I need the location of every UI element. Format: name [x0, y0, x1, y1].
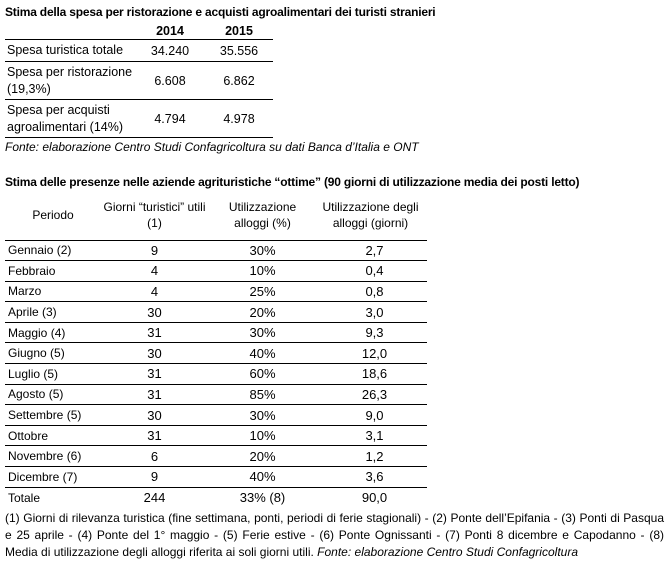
table-row: Febbraio 4 10% 0,4 — [5, 261, 427, 282]
cell-utilizzazione: 10% — [249, 263, 276, 279]
table-row: Spesa per ristorazione (19,3%) 6.608 6.8… — [5, 62, 273, 100]
cell-periodo: Luglio (5) — [8, 366, 59, 381]
footnote-text: (1) Giorni di rilevanza turistica (fine … — [5, 511, 664, 559]
table1-source: Fonte: elaborazione Centro Studi Confagr… — [5, 140, 419, 154]
cell-periodo: Maggio (4) — [8, 325, 66, 340]
presences-table: Periodo Giorni “turistici” utili (1) Uti… — [5, 190, 427, 508]
table-row: Gennaio (2) 9 30% 2,7 — [5, 240, 427, 261]
table-row: Novembre (6) 6 20% 1,2 — [5, 446, 427, 467]
cell-giorni: 9 — [150, 469, 159, 485]
cell-giorni: 244 — [143, 490, 166, 506]
cell-alloggi: 1,2 — [365, 448, 384, 464]
cell-periodo: Gennaio (2) — [8, 243, 72, 258]
cell-alloggi: 9,3 — [365, 325, 384, 341]
row-label: Spesa turistica totale — [7, 43, 124, 57]
header-cell-2015: 2015 — [225, 23, 253, 38]
cell-periodo: Dicembre (7) — [8, 469, 78, 484]
value-2015: 6.862 — [223, 73, 255, 88]
header-cell-label — [5, 22, 135, 40]
cell-alloggi: 12,0 — [361, 345, 388, 361]
cell-giorni: 30 — [147, 407, 162, 423]
table-row: Luglio (5) 31 60% 18,6 — [5, 364, 427, 385]
cell-periodo: Ottobre — [8, 428, 49, 443]
cell-periodo: Settembre (5) — [8, 408, 82, 423]
cell-giorni: 31 — [147, 428, 162, 444]
header-giorni: Giorni “turistici” utili (1) — [103, 199, 206, 230]
table-row: Spesa turistica totale 34.240 35.556 — [5, 40, 273, 62]
value-2014: 4.794 — [154, 111, 186, 126]
cell-utilizzazione: 60% — [249, 366, 276, 382]
header-cell-2014: 2014 — [156, 23, 184, 38]
table-row: Agosto (5) 31 85% 26,3 — [5, 384, 427, 405]
cell-alloggi: 0,8 — [365, 283, 384, 299]
table-row: Aprile (3) 30 20% 3,0 — [5, 302, 427, 323]
table-row: Settembre (5) 30 30% 9,0 — [5, 405, 427, 426]
cell-giorni: 30 — [147, 345, 162, 361]
cell-periodo: Febbraio — [8, 263, 56, 278]
cell-alloggi: 3,6 — [365, 469, 384, 485]
header-alloggi: Utilizzazione degli alloggi (giorni) — [322, 199, 419, 230]
cell-giorni: 30 — [147, 304, 162, 320]
cell-giorni: 31 — [147, 386, 162, 402]
table-row: Giugno (5) 30 40% 12,0 — [5, 343, 427, 364]
cell-periodo: Marzo — [8, 284, 42, 299]
cell-giorni: 4 — [150, 283, 159, 299]
table-row: Dicembre (7) 9 40% 3,6 — [5, 467, 427, 488]
cell-giorni: 4 — [150, 263, 159, 279]
cell-utilizzazione: 30% — [249, 242, 276, 258]
cell-alloggi: 3,1 — [365, 428, 384, 444]
spending-table: 2014 2015 Spesa turistica totale 34.240 … — [5, 22, 273, 138]
cell-periodo: Totale — [8, 490, 41, 505]
footnote: (1) Giorni di rilevanza turistica (fine … — [5, 510, 664, 561]
table1-title: Stima della spesa per ristorazione e acq… — [5, 5, 436, 19]
cell-alloggi: 0,4 — [365, 263, 384, 279]
table-row: Maggio (4) 31 30% 9,3 — [5, 322, 427, 343]
cell-periodo: Agosto (5) — [8, 387, 64, 402]
cell-alloggi: 90,0 — [361, 490, 388, 506]
table-header-row: 2014 2015 — [5, 22, 273, 40]
table-row: Marzo 4 25% 0,8 — [5, 281, 427, 302]
cell-giorni: 31 — [147, 325, 162, 341]
header-periodo: Periodo — [32, 207, 74, 222]
cell-utilizzazione: 20% — [249, 304, 276, 320]
table-row: Totale 244 33% (8) 90,0 — [5, 487, 427, 508]
cell-alloggi: 2,7 — [365, 242, 384, 258]
value-2014: 34.240 — [150, 43, 190, 58]
cell-alloggi: 26,3 — [361, 386, 388, 402]
cell-utilizzazione: 10% — [249, 428, 276, 444]
cell-utilizzazione: 30% — [249, 325, 276, 341]
value-2015: 35.556 — [219, 43, 259, 58]
cell-periodo: Giugno (5) — [8, 346, 65, 361]
table-header-row: Periodo Giorni “turistici” utili (1) Uti… — [5, 190, 427, 240]
cell-alloggi: 3,0 — [365, 304, 384, 320]
cell-giorni: 6 — [150, 448, 159, 464]
row-label: Spesa per acquisti agroalimentari (14%) — [7, 102, 124, 134]
table2-title: Stima delle presenze nelle aziende agrit… — [5, 175, 580, 189]
cell-utilizzazione: 33% (8) — [239, 490, 286, 506]
cell-utilizzazione: 40% — [249, 469, 276, 485]
header-utilizzazione: Utilizzazione alloggi (%) — [228, 199, 297, 230]
cell-utilizzazione: 40% — [249, 345, 276, 361]
cell-giorni: 31 — [147, 366, 162, 382]
value-2014: 6.608 — [154, 73, 186, 88]
table-row: Spesa per acquisti agroalimentari (14%) … — [5, 100, 273, 138]
value-2015: 4.978 — [223, 111, 255, 126]
cell-periodo: Aprile (3) — [8, 305, 57, 320]
cell-utilizzazione: 30% — [249, 407, 276, 423]
row-label: Spesa per ristorazione (19,3%) — [7, 64, 133, 96]
footnote-source: Fonte: elaborazione Centro Studi Confagr… — [317, 545, 578, 559]
cell-periodo: Novembre (6) — [8, 449, 82, 464]
cell-giorni: 9 — [150, 242, 159, 258]
cell-alloggi: 18,6 — [361, 366, 388, 382]
cell-utilizzazione: 20% — [249, 448, 276, 464]
table-row: Ottobre 31 10% 3,1 — [5, 425, 427, 446]
cell-utilizzazione: 85% — [249, 386, 276, 402]
cell-utilizzazione: 25% — [249, 283, 276, 299]
cell-alloggi: 9,0 — [365, 407, 384, 423]
